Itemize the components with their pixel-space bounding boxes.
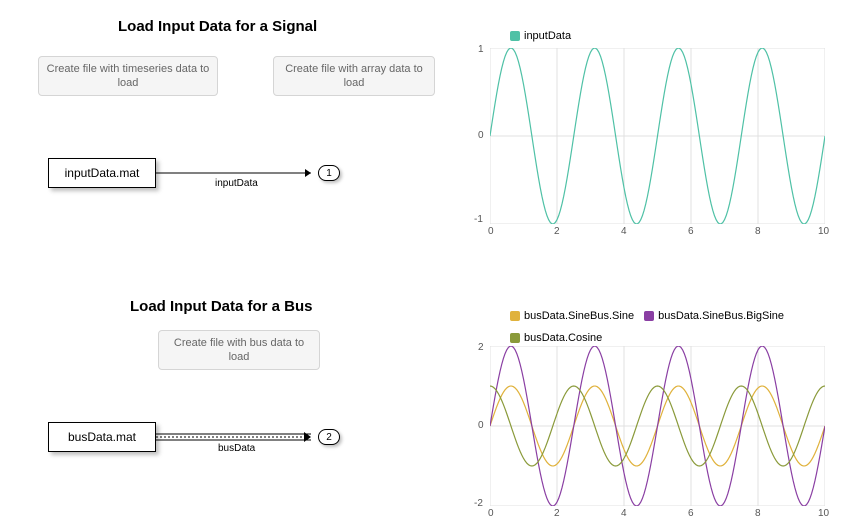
chart2-x-8: 8 xyxy=(755,508,761,519)
chart2-legend-item-2: busData.Cosine xyxy=(510,332,602,344)
section2-file-block[interactable]: busData.mat xyxy=(48,422,156,452)
chart2-x-0: 0 xyxy=(488,508,494,519)
section2-file-label: busData.mat xyxy=(68,430,136,444)
chart2-legend-item-0: busData.SineBus.Sine xyxy=(510,310,634,322)
chart1-svg xyxy=(490,48,825,224)
chart1-x-8: 8 xyxy=(755,226,761,237)
section1-wire-label: inputData xyxy=(215,178,258,189)
section1-outport-label: 1 xyxy=(326,168,332,179)
section2-outport-label: 2 xyxy=(326,432,332,443)
chart2-x-6: 6 xyxy=(688,508,694,519)
chart2-legend-item-1: busData.SineBus.BigSine xyxy=(644,310,784,322)
section1-btn-timeseries-label: Create file with timeseries data to load xyxy=(45,62,211,91)
chart2-legend-swatch-0 xyxy=(510,311,520,321)
chart2-svg xyxy=(490,346,825,506)
section1-btn-array[interactable]: Create file with array data to load xyxy=(273,56,435,96)
section1-btn-array-label: Create file with array data to load xyxy=(280,62,428,91)
chart1-x-0: 0 xyxy=(488,226,494,237)
chart2-x-2: 2 xyxy=(554,508,560,519)
section1-btn-timeseries[interactable]: Create file with timeseries data to load xyxy=(38,56,218,96)
chart1-y-0: 0 xyxy=(478,130,484,141)
chart2-y-n2: -2 xyxy=(474,498,483,509)
section1-title: Load Input Data for a Signal xyxy=(118,18,317,35)
chart2-x-10: 10 xyxy=(818,508,829,519)
chart2-y-0: 0 xyxy=(478,420,484,431)
chart1-legend: inputData xyxy=(510,30,571,42)
chart1 xyxy=(490,48,825,224)
chart2-legend-swatch-2 xyxy=(510,333,520,343)
chart1-legend-swatch-0 xyxy=(510,31,520,41)
section1-outport[interactable]: 1 xyxy=(318,165,340,181)
section1-file-block[interactable]: inputData.mat xyxy=(48,158,156,188)
chart2 xyxy=(490,346,825,506)
chart2-legend-label-2: busData.Cosine xyxy=(524,332,602,344)
chart1-legend-item-0: inputData xyxy=(510,30,571,42)
chart1-y-1: 1 xyxy=(478,44,484,55)
chart1-legend-label-0: inputData xyxy=(524,30,571,42)
chart1-x-10: 10 xyxy=(818,226,829,237)
chart2-legend: busData.SineBus.Sine busData.SineBus.Big… xyxy=(510,310,840,344)
chart2-legend-swatch-1 xyxy=(644,311,654,321)
chart2-x-4: 4 xyxy=(621,508,627,519)
section2-outport[interactable]: 2 xyxy=(318,429,340,445)
section1-file-label: inputData.mat xyxy=(65,166,140,180)
section2-btn-bus-label: Create file with bus data to load xyxy=(165,336,313,365)
chart1-x-4: 4 xyxy=(621,226,627,237)
chart1-x-6: 6 xyxy=(688,226,694,237)
section2-title: Load Input Data for a Bus xyxy=(130,298,313,315)
section2-wire-label: busData xyxy=(218,443,255,454)
section2-btn-bus[interactable]: Create file with bus data to load xyxy=(158,330,320,370)
chart2-legend-label-0: busData.SineBus.Sine xyxy=(524,310,634,322)
chart1-x-2: 2 xyxy=(554,226,560,237)
chart1-y-n1: -1 xyxy=(474,214,483,225)
chart2-legend-label-1: busData.SineBus.BigSine xyxy=(658,310,784,322)
chart2-y-2: 2 xyxy=(478,342,484,353)
